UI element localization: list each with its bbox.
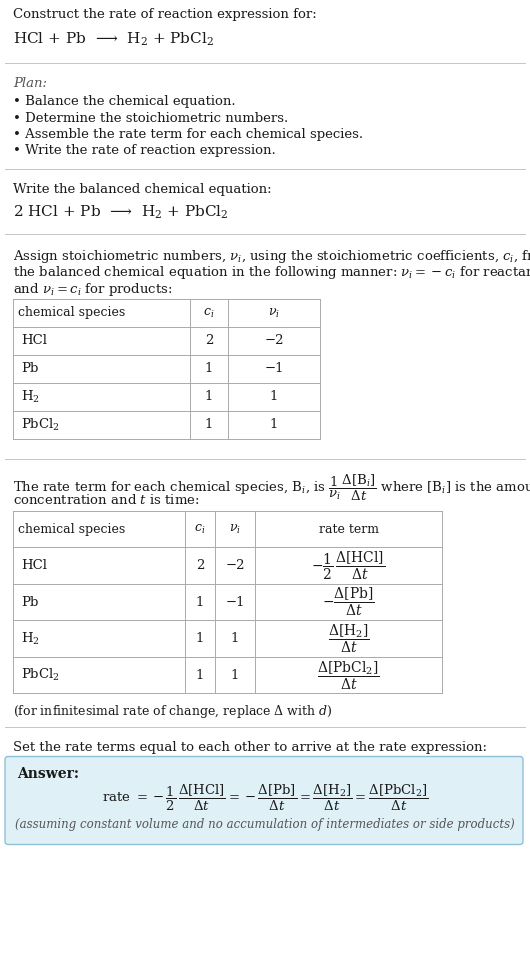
Text: concentration and $t$ is time:: concentration and $t$ is time: — [13, 493, 200, 507]
Text: $\nu_i$: $\nu_i$ — [229, 523, 241, 536]
Text: 1: 1 — [205, 419, 213, 431]
Text: −1: −1 — [225, 595, 245, 609]
Text: 2: 2 — [205, 335, 213, 347]
Text: 1: 1 — [196, 595, 204, 609]
Text: • Determine the stoichiometric numbers.: • Determine the stoichiometric numbers. — [13, 111, 288, 125]
Text: 2: 2 — [196, 559, 204, 572]
Text: 1: 1 — [231, 632, 239, 645]
Text: $\dfrac{\Delta[\mathrm{H_2}]}{\Delta t}$: $\dfrac{\Delta[\mathrm{H_2}]}{\Delta t}$ — [328, 623, 369, 655]
Text: HCl + Pb  ⟶  H$_2$ + PbCl$_2$: HCl + Pb ⟶ H$_2$ + PbCl$_2$ — [13, 31, 214, 49]
Text: • Assemble the rate term for each chemical species.: • Assemble the rate term for each chemic… — [13, 128, 363, 141]
Text: 1: 1 — [196, 669, 204, 682]
Text: Set the rate terms equal to each other to arrive at the rate expression:: Set the rate terms equal to each other t… — [13, 742, 487, 754]
Text: −1: −1 — [264, 362, 284, 376]
Text: • Balance the chemical equation.: • Balance the chemical equation. — [13, 95, 236, 108]
Text: −2: −2 — [264, 335, 284, 347]
FancyBboxPatch shape — [5, 756, 523, 844]
Text: H$_2$: H$_2$ — [21, 630, 40, 647]
Text: • Write the rate of reaction expression.: • Write the rate of reaction expression. — [13, 144, 276, 157]
Text: 1: 1 — [270, 419, 278, 431]
Text: (for infinitesimal rate of change, replace Δ with $d$): (for infinitesimal rate of change, repla… — [13, 704, 332, 720]
Text: H$_2$: H$_2$ — [21, 389, 40, 405]
Text: HCl: HCl — [21, 335, 47, 347]
Text: $\nu_i$: $\nu_i$ — [268, 306, 280, 319]
Text: Answer:: Answer: — [17, 767, 79, 782]
Text: $\dfrac{\Delta[\mathrm{PbCl_2}]}{\Delta t}$: $\dfrac{\Delta[\mathrm{PbCl_2}]}{\Delta … — [317, 659, 380, 692]
Text: 1: 1 — [231, 669, 239, 682]
Text: PbCl$_2$: PbCl$_2$ — [21, 668, 60, 683]
Text: rate term: rate term — [319, 523, 378, 536]
Text: chemical species: chemical species — [18, 306, 125, 319]
Text: chemical species: chemical species — [18, 523, 125, 536]
Text: $-\dfrac{1}{2}\,\dfrac{\Delta[\mathrm{HCl}]}{\Delta t}$: $-\dfrac{1}{2}\,\dfrac{\Delta[\mathrm{HC… — [311, 549, 386, 582]
Text: 1: 1 — [270, 390, 278, 403]
Text: Pb: Pb — [21, 362, 38, 376]
Text: rate $= -\dfrac{1}{2}\,\dfrac{\Delta[\mathrm{HCl}]}{\Delta t} = -\dfrac{\Delta[\: rate $= -\dfrac{1}{2}\,\dfrac{\Delta[\ma… — [102, 783, 428, 813]
Text: $-\dfrac{\Delta[\mathrm{Pb}]}{\Delta t}$: $-\dfrac{\Delta[\mathrm{Pb}]}{\Delta t}$ — [322, 586, 375, 619]
Text: Pb: Pb — [21, 595, 38, 609]
Text: Construct the rate of reaction expression for:: Construct the rate of reaction expressio… — [13, 8, 317, 21]
Text: $c_i$: $c_i$ — [204, 306, 215, 319]
Text: PbCl$_2$: PbCl$_2$ — [21, 417, 60, 433]
Text: 2 HCl + Pb  ⟶  H$_2$ + PbCl$_2$: 2 HCl + Pb ⟶ H$_2$ + PbCl$_2$ — [13, 204, 229, 222]
Text: 1: 1 — [196, 632, 204, 645]
Text: (assuming constant volume and no accumulation of intermediates or side products): (assuming constant volume and no accumul… — [15, 819, 515, 832]
Text: The rate term for each chemical species, B$_i$, is $\dfrac{1}{\nu_i}\dfrac{\Delt: The rate term for each chemical species,… — [13, 473, 530, 504]
Text: 1: 1 — [205, 390, 213, 403]
Text: and $\nu_i = c_i$ for products:: and $\nu_i = c_i$ for products: — [13, 281, 172, 298]
Text: Plan:: Plan: — [13, 77, 47, 90]
Text: Assign stoichiometric numbers, $\nu_i$, using the stoichiometric coefficients, $: Assign stoichiometric numbers, $\nu_i$, … — [13, 248, 530, 265]
Text: the balanced chemical equation in the following manner: $\nu_i = -c_i$ for react: the balanced chemical equation in the fo… — [13, 264, 530, 281]
Text: $c_i$: $c_i$ — [195, 523, 206, 536]
Text: HCl: HCl — [21, 559, 47, 572]
Text: 1: 1 — [205, 362, 213, 376]
Text: Write the balanced chemical equation:: Write the balanced chemical equation: — [13, 183, 271, 196]
Text: −2: −2 — [225, 559, 245, 572]
